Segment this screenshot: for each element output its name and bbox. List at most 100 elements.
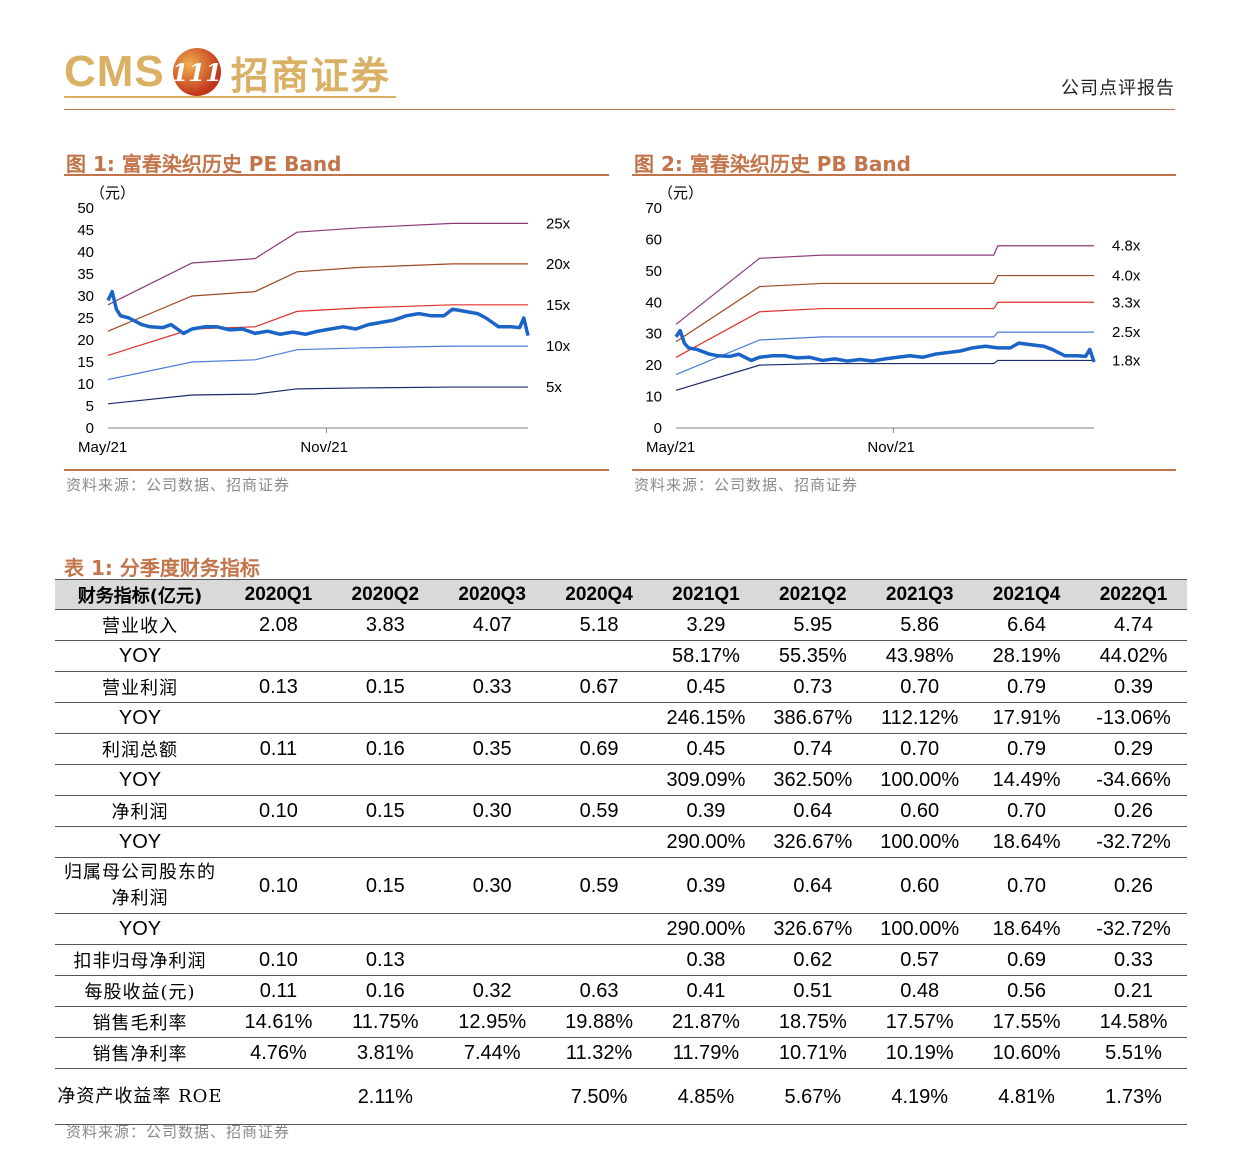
table-cell: 362.50%: [759, 764, 867, 796]
table-cell: [331, 702, 439, 734]
table-cell: [545, 913, 653, 945]
band-line-10x: [107, 345, 528, 381]
table-cell: 0.60: [866, 795, 974, 827]
row-label: YOY: [55, 702, 225, 734]
table-cell: [438, 702, 546, 734]
pe-band-chart: （元） 0 5 10 15 20 25 30 35 40 45 50 May/21 Nov/21 25x 20…: [77, 185, 571, 456]
table-cell: 0.41: [652, 975, 760, 1007]
y-tick-label: 50: [77, 200, 94, 217]
table-cell: 7.50%: [545, 1068, 653, 1125]
x-tick-label: Nov/21: [867, 439, 915, 456]
table-cell: 0.59: [545, 857, 653, 914]
table-cell: 309.09%: [652, 764, 760, 796]
table-cell: 2.11%: [331, 1068, 439, 1125]
table-cell: 0.51: [759, 975, 867, 1007]
table-cell: 0.62: [759, 944, 867, 976]
y-unit-label: （元）: [658, 185, 703, 202]
y-tick-label: 45: [77, 222, 94, 239]
table-cell: 0.33: [1080, 944, 1187, 976]
table-cell: 0.16: [331, 975, 439, 1007]
table-row: YOY 246.15% 386.67% 112.12% 17.91% -13.06%: [55, 702, 1187, 734]
table-row: 净资产收益率 ROE 2.11% 7.50% 4.85% 5.67% 4.19% 4.81%…: [55, 1068, 1187, 1125]
table-cell: -13.06%: [1080, 702, 1187, 734]
table-cell: [545, 944, 653, 976]
table-cell: 0.10: [225, 857, 332, 914]
table-cell: 0.11: [225, 733, 332, 765]
y-tick-label: 40: [77, 244, 94, 261]
report-type: 公司点评报告: [1061, 78, 1175, 99]
table-cell: 0.45: [652, 671, 760, 703]
table-cell: 0.10: [225, 944, 332, 976]
table-cell: 0.38: [652, 944, 760, 976]
table-cell: 100.00%: [866, 764, 974, 796]
y-tick-label: 40: [645, 294, 662, 311]
table-cell: 0.10: [225, 795, 332, 827]
x-tick-label: May/21: [78, 439, 127, 456]
price-line: [674, 328, 1096, 363]
column-header-metric: 财务指标(亿元): [55, 579, 225, 610]
table-cell: [331, 913, 439, 945]
band-line-1.8x: [675, 359, 1094, 391]
table-cell: [438, 944, 546, 976]
table-cell: 12.95%: [438, 1006, 546, 1038]
table-cell: 100.00%: [866, 913, 974, 945]
table-cell: 100.00%: [866, 826, 974, 858]
table-cell: -34.66%: [1080, 764, 1187, 796]
price-line: [106, 289, 530, 337]
band-label: 10x: [546, 338, 571, 355]
table-cell: [225, 913, 332, 945]
table-cell: [438, 913, 546, 945]
table-cell: [331, 640, 439, 672]
table-cell: [225, 1068, 332, 1125]
table-cell: 0.69: [545, 733, 653, 765]
y-tick-label: 20: [645, 357, 662, 374]
table-cell: [438, 764, 546, 796]
band-line-4.8x: [675, 245, 1094, 325]
table-cell: 2.08: [225, 609, 332, 641]
column-header-quarter: 2020Q1: [225, 579, 332, 610]
band-label: 20x: [546, 256, 571, 273]
table-1-title: 表 1: 分季度财务指标: [64, 556, 260, 580]
column-header-quarter: 2021Q4: [973, 579, 1080, 610]
table-cell: 18.64%: [973, 913, 1080, 945]
band-line-25x: [107, 222, 528, 306]
table-cell: [225, 640, 332, 672]
y-unit-label: （元）: [90, 185, 135, 202]
table-cell: 0.74: [759, 733, 867, 765]
logo-text-en: CMS: [64, 47, 165, 96]
table-source: 资料来源：公司数据、招商证券: [66, 1123, 291, 1141]
column-header-quarter: 2020Q4: [545, 579, 653, 610]
table-cell: 0.13: [331, 944, 439, 976]
row-label: YOY: [55, 913, 225, 945]
row-label: 每股收益(元): [55, 975, 225, 1007]
figure-1-source: 资料来源：公司数据、招商证券: [66, 476, 291, 494]
row-label: 净资产收益率 ROE: [55, 1068, 225, 1125]
logo-underline: [64, 96, 396, 98]
table-cell: 44.02%: [1080, 640, 1187, 672]
table-cell: [225, 702, 332, 734]
table-cell: 0.39: [652, 857, 760, 914]
table-cell: 5.95: [759, 609, 867, 641]
table-cell: 43.98%: [866, 640, 974, 672]
row-label: YOY: [55, 764, 225, 796]
y-tick-label: 10: [77, 376, 94, 393]
table-row: 营业收入 2.08 3.83 4.07 5.18 3.29 5.95 5.86 6.64 4.74: [55, 609, 1187, 641]
row-label: YOY: [55, 640, 225, 672]
band-label: 4.0x: [1112, 268, 1141, 285]
table-cell: 3.83: [331, 609, 439, 641]
table-cell: 0.79: [973, 671, 1080, 703]
table-row: 归属母公司股东的净利润 0.10 0.15 0.30 0.59 0.39 0.64 0.60 0…: [55, 857, 1187, 914]
table-cell: 246.15%: [652, 702, 760, 734]
table-cell: 11.75%: [331, 1006, 439, 1038]
column-header-quarter: 2021Q3: [866, 579, 974, 610]
table-cell: 0.67: [545, 671, 653, 703]
table-cell: 10.60%: [973, 1037, 1080, 1069]
table-cell: 0.15: [331, 857, 439, 914]
y-tick-label: 70: [645, 200, 662, 217]
table-cell: 17.55%: [973, 1006, 1080, 1038]
pb-band-chart: （元） 0 10 20 30 40 50 60 70 May/21 Nov/21 4.8x 4.0x 3.…: [645, 185, 1141, 456]
row-label: 营业收入: [55, 609, 225, 641]
row-label: 归属母公司股东的净利润: [55, 857, 225, 914]
table-cell: 4.07: [438, 609, 546, 641]
figure-2-title: 图 2: 富春染织历史 PB Band: [634, 152, 911, 176]
